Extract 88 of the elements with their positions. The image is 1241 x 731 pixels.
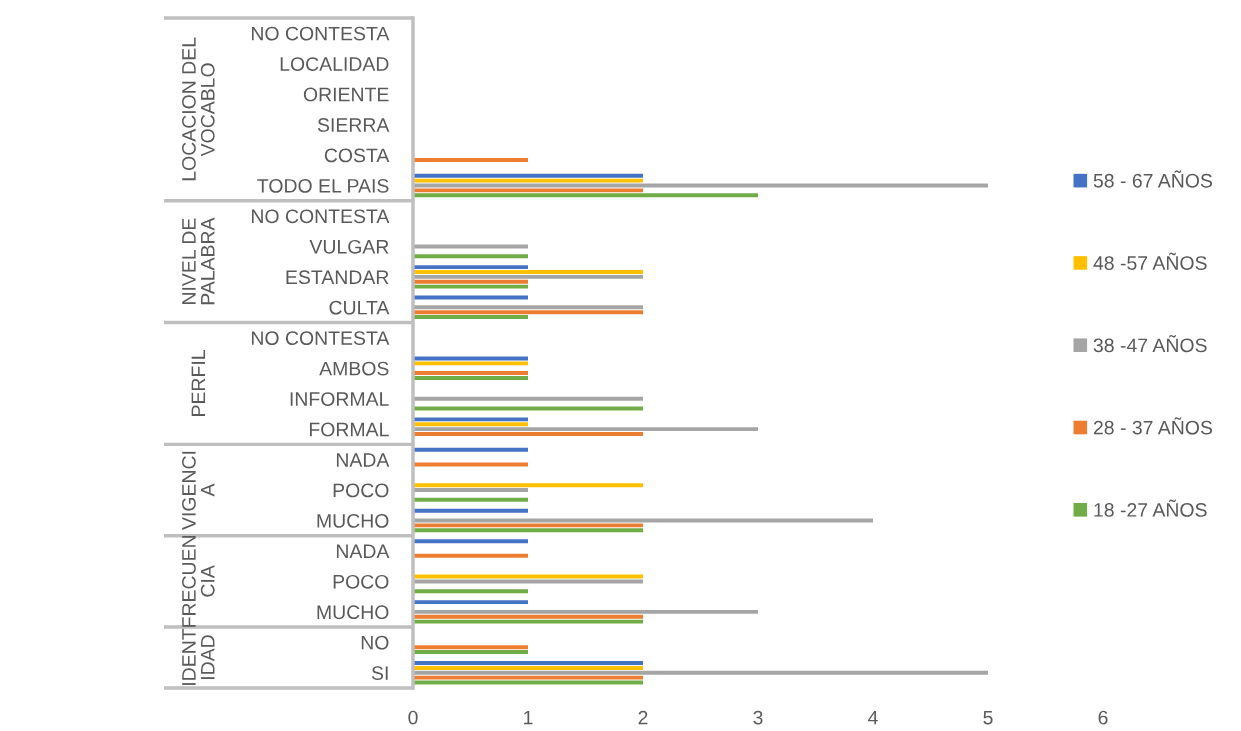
y-tick-label: NO CONTESTA — [251, 26, 390, 41]
bar — [413, 361, 528, 366]
bar — [413, 523, 643, 528]
bar — [413, 315, 528, 320]
bar — [413, 274, 643, 279]
y-tick-label: NADA — [336, 453, 390, 467]
bar — [413, 497, 528, 502]
x-tick-label: 5 — [983, 710, 993, 725]
bar — [413, 173, 643, 178]
bar — [413, 279, 528, 284]
bar — [413, 553, 528, 558]
x-tick-label: 0 — [408, 710, 418, 725]
text: LOCACION DEL VOCABLO — [182, 37, 215, 181]
y-tick-label: TODO EL PAIS — [257, 178, 389, 193]
bar — [413, 284, 528, 289]
bar — [413, 619, 643, 624]
bar — [413, 539, 528, 544]
y-tick-label: NO — [361, 635, 389, 650]
bar — [413, 462, 528, 467]
bar — [413, 406, 643, 411]
bar — [413, 661, 643, 666]
text: VIGENCI A — [182, 451, 215, 530]
bar — [413, 193, 758, 198]
bar — [413, 483, 643, 488]
y-tick-label: SI — [371, 666, 388, 681]
x-tick-label: 4 — [868, 710, 878, 725]
bar — [413, 600, 528, 605]
bar — [413, 254, 528, 259]
legend-label: 18 -27 AÑOS — [1094, 499, 1207, 517]
bar — [413, 614, 643, 619]
x-tick-label: 1 — [524, 710, 533, 725]
bar — [413, 650, 528, 655]
bar — [413, 447, 528, 452]
bar — [413, 396, 643, 401]
bar — [413, 188, 643, 193]
bar — [413, 670, 988, 675]
x-tick-label: 3 — [753, 710, 763, 725]
bar — [413, 244, 528, 249]
text: IDENT IDAD — [182, 628, 215, 685]
bar — [413, 579, 643, 584]
bar — [413, 178, 643, 183]
y-tick-label: MUCHO — [317, 605, 389, 620]
bar — [413, 305, 643, 310]
bar — [413, 675, 643, 680]
bar — [413, 528, 643, 533]
y-tick-label: INFORMAL — [290, 392, 389, 406]
bar — [413, 432, 643, 436]
y-tick-label: ORIENTE — [303, 87, 389, 102]
y-tick-label: NADA — [336, 544, 390, 558]
y-tick-label: NO CONTESTA — [251, 209, 390, 224]
bar — [413, 157, 528, 162]
y-tick-label: CULTA — [329, 300, 390, 315]
y-tick-label: POCO — [333, 483, 389, 498]
y-tick-label: NO CONTESTA — [251, 331, 390, 346]
bar — [413, 574, 643, 579]
bar — [413, 589, 528, 594]
bar — [413, 488, 528, 493]
x-tick-label: 2 — [638, 710, 648, 725]
bar — [413, 265, 528, 270]
bar — [413, 665, 643, 670]
bar — [413, 609, 758, 614]
text: NIVEL DE PALABRA — [182, 217, 215, 305]
text: FRECUEN CIA — [182, 536, 215, 627]
text: PERFIL — [191, 350, 206, 416]
y-tick-label: FORMAL — [309, 422, 389, 437]
bar — [413, 375, 528, 380]
y-tick-label: COSTA — [324, 148, 390, 163]
y-tick-label: SIERRA — [317, 118, 390, 132]
bar — [413, 427, 758, 432]
legend-label: 28 - 37 AÑOS — [1093, 417, 1213, 435]
bar — [413, 295, 528, 300]
bar — [413, 417, 528, 422]
y-tick-label: ESTANDAR — [286, 270, 389, 285]
legend-label: 58 - 67 AÑOS — [1093, 170, 1213, 188]
y-tick-label: POCO — [333, 574, 389, 589]
legend-label: 38 -47 AÑOS — [1093, 334, 1207, 353]
y-tick-label: AMBOS — [319, 361, 389, 376]
bar — [413, 371, 528, 376]
bar — [413, 508, 528, 513]
legend-label: 48 -57 AÑOS — [1093, 252, 1207, 270]
y-tick-label: MUCHO — [317, 513, 389, 528]
bar — [413, 422, 528, 427]
y-tick-label: VULGAR — [309, 239, 389, 254]
bar — [413, 645, 528, 650]
y-tick-label: LOCALIDAD — [280, 57, 389, 71]
bar — [413, 310, 643, 315]
x-tick-label: 6 — [1098, 710, 1108, 725]
bar — [413, 270, 643, 274]
